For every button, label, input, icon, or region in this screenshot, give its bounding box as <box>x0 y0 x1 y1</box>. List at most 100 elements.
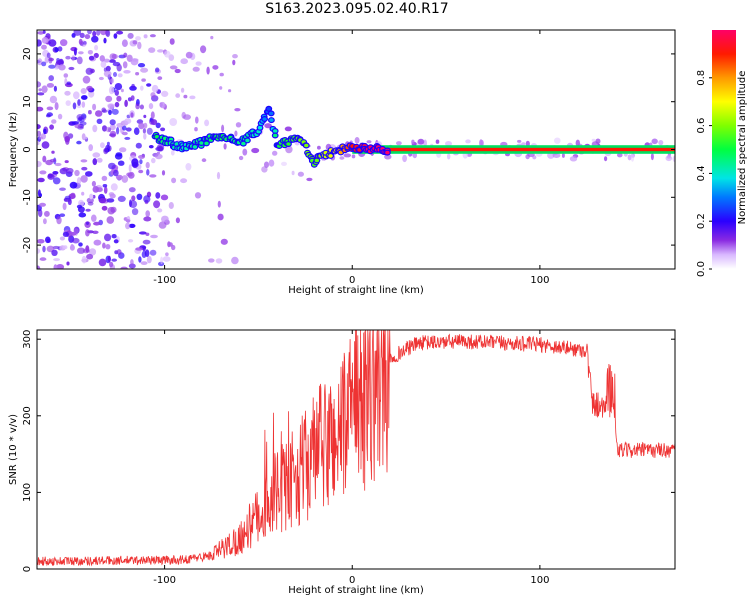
speckle-point <box>139 159 143 165</box>
speckle-point <box>195 61 202 66</box>
speckle-point <box>121 175 129 183</box>
speckle-point <box>138 169 144 174</box>
speckle-point <box>591 138 596 142</box>
speckle-point <box>169 38 175 45</box>
track-point <box>273 129 278 133</box>
speckle-point <box>194 192 202 199</box>
speckle-point <box>104 233 112 242</box>
speckle-point <box>161 170 166 176</box>
speckle-point <box>109 119 116 126</box>
speckle-point <box>251 147 260 154</box>
speckle-point <box>98 197 107 204</box>
speckle-point <box>189 95 196 100</box>
speckle-point <box>48 57 54 62</box>
speckle-point <box>103 70 112 78</box>
speckle-point <box>354 137 360 144</box>
y-tick-label: -20 <box>22 237 33 253</box>
speckle-point <box>157 76 163 80</box>
speckle-point <box>67 198 72 205</box>
speckle-point <box>108 59 116 63</box>
speckle-point <box>142 239 151 245</box>
speckle-point <box>66 81 72 85</box>
speckle-point <box>180 178 188 184</box>
speckle-point <box>37 239 45 244</box>
speckle-point <box>105 126 112 133</box>
speckle-point <box>78 38 83 45</box>
speckle-point <box>221 124 225 133</box>
speckle-point <box>102 184 108 188</box>
speckle-point <box>85 208 91 212</box>
speckle-point <box>73 228 79 234</box>
speckle-point <box>71 121 79 125</box>
speckle-point <box>54 47 59 53</box>
speckle-point <box>128 187 136 193</box>
speckle-point <box>130 259 134 266</box>
speckle-point <box>37 39 42 47</box>
speckle-point <box>66 261 70 266</box>
speckle-point <box>155 122 161 129</box>
speckle-point <box>154 153 163 160</box>
speckle-point <box>162 256 171 262</box>
chart-title: S163.2023.095.02.40.R17 <box>265 1 449 17</box>
speckle-point <box>242 148 248 156</box>
speckle-point <box>146 83 152 87</box>
speckle-point <box>146 127 153 135</box>
speckle-point <box>105 65 111 72</box>
speckle-point <box>122 131 128 136</box>
speckle-point <box>93 221 101 226</box>
speckle-point <box>37 160 42 168</box>
speckle-point <box>113 33 118 39</box>
speckle-point <box>604 156 608 162</box>
speckle-point <box>96 187 103 193</box>
speckle-point <box>217 213 224 221</box>
speckle-point <box>42 155 47 163</box>
speckle-point <box>91 180 96 187</box>
snr-series <box>37 330 675 567</box>
speckle-point <box>88 55 95 61</box>
speckle-point <box>157 208 163 213</box>
speckle-point <box>112 61 121 67</box>
speckle-point <box>114 89 120 96</box>
speckle-point <box>285 145 293 154</box>
x-tick-label: 0 <box>349 275 355 286</box>
speckle-point <box>106 141 110 146</box>
colorbar-tick-label: 0.6 <box>696 118 707 134</box>
speckle-point <box>41 37 49 44</box>
speckle-point <box>116 95 122 102</box>
speckle-point <box>170 150 175 156</box>
speckle-point <box>76 177 82 185</box>
speckle-point <box>113 239 119 244</box>
speckle-point <box>131 58 139 62</box>
track-point <box>245 138 250 143</box>
speckle-point <box>51 119 57 124</box>
colorbar-label: Normalized spectral amplitude <box>737 71 748 225</box>
x-tick-label: 100 <box>530 275 549 286</box>
speckle-point <box>150 119 158 126</box>
speckle-point <box>125 222 131 230</box>
speckle-point <box>43 218 47 225</box>
speckle-point <box>76 140 82 145</box>
speckle-point <box>57 46 63 52</box>
track-point <box>199 141 204 145</box>
speckle-point <box>64 160 69 164</box>
speckle-point <box>208 258 215 263</box>
colorbar-tick-label: 0.0 <box>696 261 707 277</box>
speckle-point <box>37 106 44 112</box>
speckle-point <box>120 88 124 93</box>
speckle-point <box>37 265 41 269</box>
y-tick-label: 10 <box>22 95 33 108</box>
speckle-point <box>103 186 108 194</box>
speckle-point <box>135 142 142 149</box>
speckle-point <box>119 147 127 153</box>
speckle-point <box>148 47 156 53</box>
speckle-point <box>100 30 107 36</box>
speckle-point <box>145 161 150 169</box>
speckle-point <box>48 39 57 47</box>
speckle-point <box>651 138 658 145</box>
speckle-point <box>174 68 181 74</box>
colorbar-ticks: 0.0 0.2 0.4 0.6 0.8 <box>696 70 712 277</box>
speckle-point <box>130 112 134 118</box>
speckle-point <box>37 124 41 130</box>
speckle-point <box>156 151 160 155</box>
